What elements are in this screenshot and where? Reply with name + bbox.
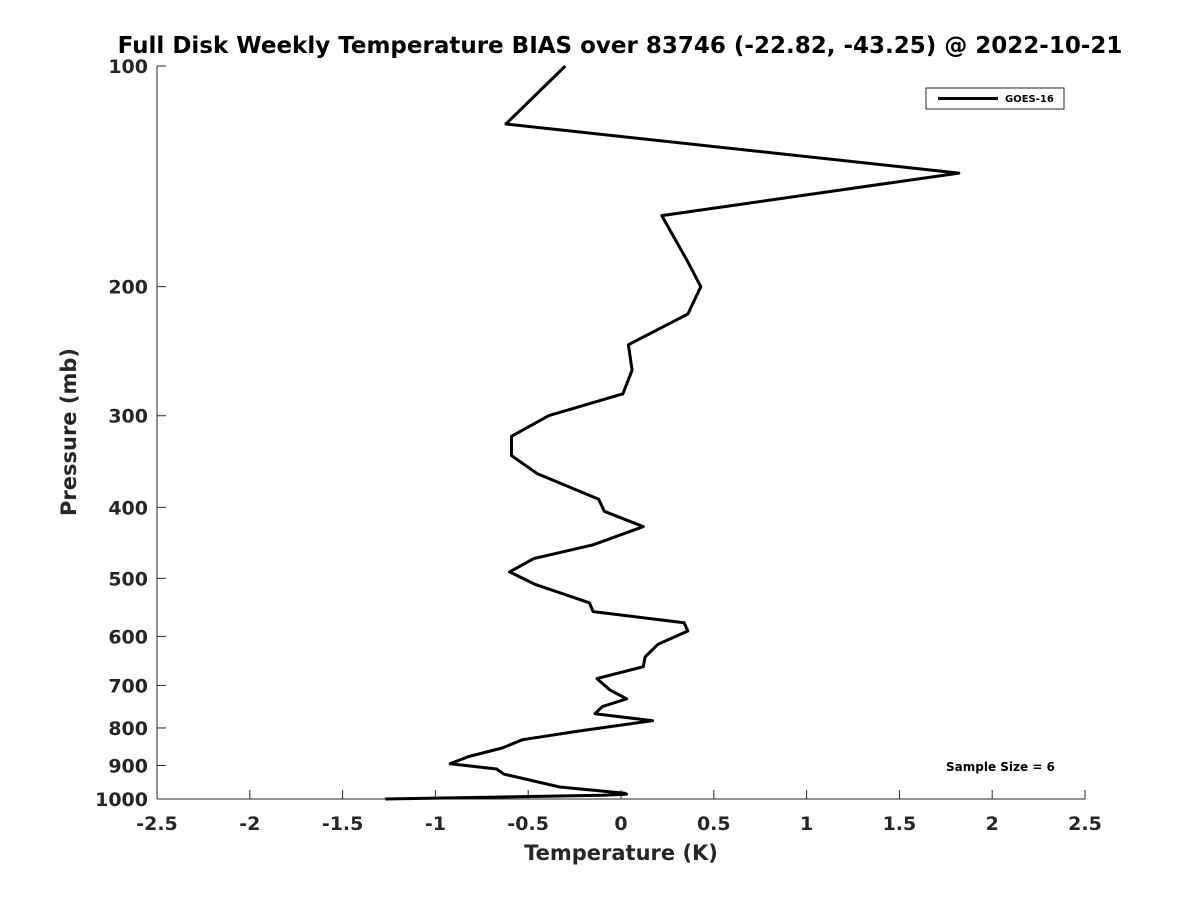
x-axis-label: Temperature (K) [524,841,718,865]
x-tick-label: -1 [425,813,446,835]
x-tick-label: 1.5 [883,813,917,835]
y-tick-label: 700 [108,675,148,697]
y-tick-label: 100 [108,56,148,78]
x-tick-label: -2 [239,813,260,835]
y-tick-label: 300 [108,406,148,428]
x-tick-label: -0.5 [507,813,549,835]
legend: GOES-16 [925,87,1065,110]
x-tick-label: 0 [614,813,627,835]
y-tick-label: 500 [108,568,148,590]
y-tick-label: 400 [108,497,148,519]
y-ticks: 100 200 300 400 500 600 700 800 900 1000 [95,56,166,811]
legend-entry-goes-16: GOES-16 [1005,94,1054,105]
series-line-goes-16 [385,64,961,801]
x-tick-label: 0.5 [697,813,731,835]
x-tick-label: -2.5 [136,813,178,835]
chart-title: Full Disk Weekly Temperature BIAS over 8… [118,33,1123,59]
sample-size-annotation: Sample Size = 6 [946,760,1055,774]
x-tick-label: 2.5 [1068,813,1102,835]
x-tick-label: 2 [986,813,999,835]
y-axis-label: Pressure (mb) [57,348,81,516]
x-tick-label: -1.5 [322,813,364,835]
x-ticks: -2.5 -2 -1.5 -1 -0.5 0 0.5 1 1.5 2 2.5 [136,790,1102,835]
y-tick-label: 800 [108,718,148,740]
y-tick-label: 600 [108,626,148,648]
x-tick-label: 1 [800,813,813,835]
y-tick-label: 200 [108,277,148,299]
y-tick-label: 900 [108,755,148,777]
y-tick-label: 1000 [95,789,148,811]
